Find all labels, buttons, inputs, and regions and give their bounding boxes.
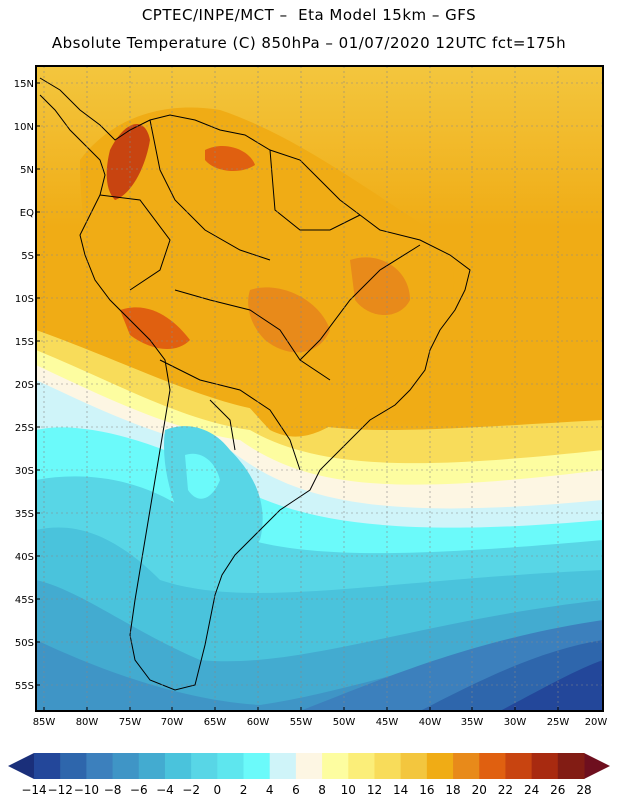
cold-pampas (185, 453, 220, 499)
colorbar-cell (479, 753, 506, 779)
colorbar-cell (505, 753, 533, 779)
lon-label: 35W (461, 717, 484, 728)
colorbar-label: −10 (74, 783, 99, 797)
lon-label: 75W (119, 717, 142, 728)
colorbar-cell (138, 753, 166, 779)
lat-label: 25S (15, 423, 34, 434)
colorbar-label: −8 (104, 783, 122, 797)
hot-central-brazil (248, 287, 330, 353)
colorbar-label: 10 (341, 783, 356, 797)
colorbar-cell (243, 753, 271, 779)
chart-title-line-2: Absolute Temperature (C) 850hPa – 01/07/… (51, 34, 567, 52)
lon-label: 80W (76, 717, 99, 728)
colorbar-label: 0 (214, 783, 222, 797)
colorbar-label: 12 (367, 783, 382, 797)
lon-label: 60W (247, 717, 270, 728)
lat-label: 15N (14, 79, 34, 90)
continent-warm-core (80, 107, 455, 437)
colorbar: −14 −12 −10 −8 −6 −4 −2 0 2 4 6 8 10 12 14 16 18 20 22 24 26… (8, 753, 610, 797)
colorbar-cell (112, 753, 140, 779)
colorbar-cell (60, 753, 87, 779)
colorbar-label: −6 (130, 783, 148, 797)
latitude-labels: 15N 10N 5N EQ 5S 10S 15S 20S 25S 30S 35S… (14, 79, 34, 692)
colorbar-label: 14 (393, 783, 408, 797)
hot-venezuela (205, 145, 255, 172)
colorbar-cell (453, 753, 480, 779)
lon-label: 85W (33, 717, 56, 728)
map-frame (35, 65, 604, 712)
south-america-outline (39, 77, 471, 691)
lat-label: 5N (20, 165, 34, 176)
lat-label: 15S (15, 337, 34, 348)
lat-label: 10S (15, 294, 34, 305)
colorbar-label: 6 (292, 783, 300, 797)
colorbar-label: −4 (156, 783, 174, 797)
band-m12C (500, 660, 603, 711)
chart-title-line-1: CPTEC/INPE/MCT – Eta Model 15km – GFS (141, 6, 477, 24)
colorbar-arrow-right (584, 753, 610, 779)
colorbar-cells (34, 753, 585, 779)
colorbar-cell (34, 753, 61, 779)
lat-label: 45S (15, 595, 34, 606)
colorbar-cell (557, 753, 585, 779)
hot-bolivia (120, 307, 190, 350)
lat-label: 10N (14, 122, 34, 133)
lon-label: 50W (333, 717, 356, 728)
colorbar-label: 8 (318, 783, 326, 797)
hot-andes-north (106, 123, 150, 200)
colorbar-cell (348, 753, 375, 779)
lon-label: 30W (504, 717, 527, 728)
colorbar-cell (400, 753, 428, 779)
lon-label: 45W (376, 717, 399, 728)
lon-label: 40W (419, 717, 442, 728)
colorbar-labels: −14 −12 −10 −8 −6 −4 −2 0 2 4 6 8 10 12 14 16 18 20 22 24 26… (21, 783, 591, 797)
colorbar-cell (269, 753, 297, 779)
lon-label: 20W (585, 717, 608, 728)
colorbar-label: 20 (472, 783, 487, 797)
colorbar-cell (217, 753, 245, 779)
coastlines (39, 77, 471, 691)
colorbar-arrow-left (8, 753, 34, 779)
colorbar-cell (295, 753, 323, 779)
colorbar-label: 22 (498, 783, 513, 797)
axis-ticks (36, 82, 559, 711)
colorbar-label: 26 (550, 783, 565, 797)
lat-label: 30S (15, 466, 34, 477)
lat-label: EQ (20, 208, 34, 219)
colorbar-label: −12 (48, 783, 73, 797)
colorbar-cell (164, 753, 192, 779)
lat-label: 55S (15, 681, 34, 692)
lon-label: 25W (547, 717, 570, 728)
lat-label: 20S (15, 380, 34, 391)
colorbar-cell (191, 753, 218, 779)
colorbar-label: 28 (576, 783, 591, 797)
lat-label: 50S (15, 638, 34, 649)
colorbar-label: 18 (445, 783, 460, 797)
lat-label: 5S (21, 251, 34, 262)
colorbar-cell (374, 753, 402, 779)
colorbar-label: 24 (524, 783, 539, 797)
colorbar-label: −2 (182, 783, 200, 797)
colorbar-label: 16 (419, 783, 434, 797)
hot-northeast-brazil (350, 257, 410, 315)
colorbar-label: 2 (240, 783, 248, 797)
lon-label: 70W (161, 717, 184, 728)
colorbar-cell (86, 753, 114, 779)
country-borders (99, 119, 421, 471)
lon-label: 55W (290, 717, 313, 728)
map-fill (36, 66, 603, 711)
colorbar-label: −14 (21, 783, 46, 797)
colorbar-cell (531, 753, 559, 779)
lon-label: 65W (204, 717, 227, 728)
colorbar-cell (426, 753, 454, 779)
lat-label: 40S (15, 552, 34, 563)
longitude-labels: 85W 80W 75W 70W 65W 60W 55W 50W 45W 40W … (33, 717, 608, 728)
lat-label: 35S (15, 509, 34, 520)
colorbar-label: 4 (266, 783, 274, 797)
colorbar-cell (322, 753, 349, 779)
